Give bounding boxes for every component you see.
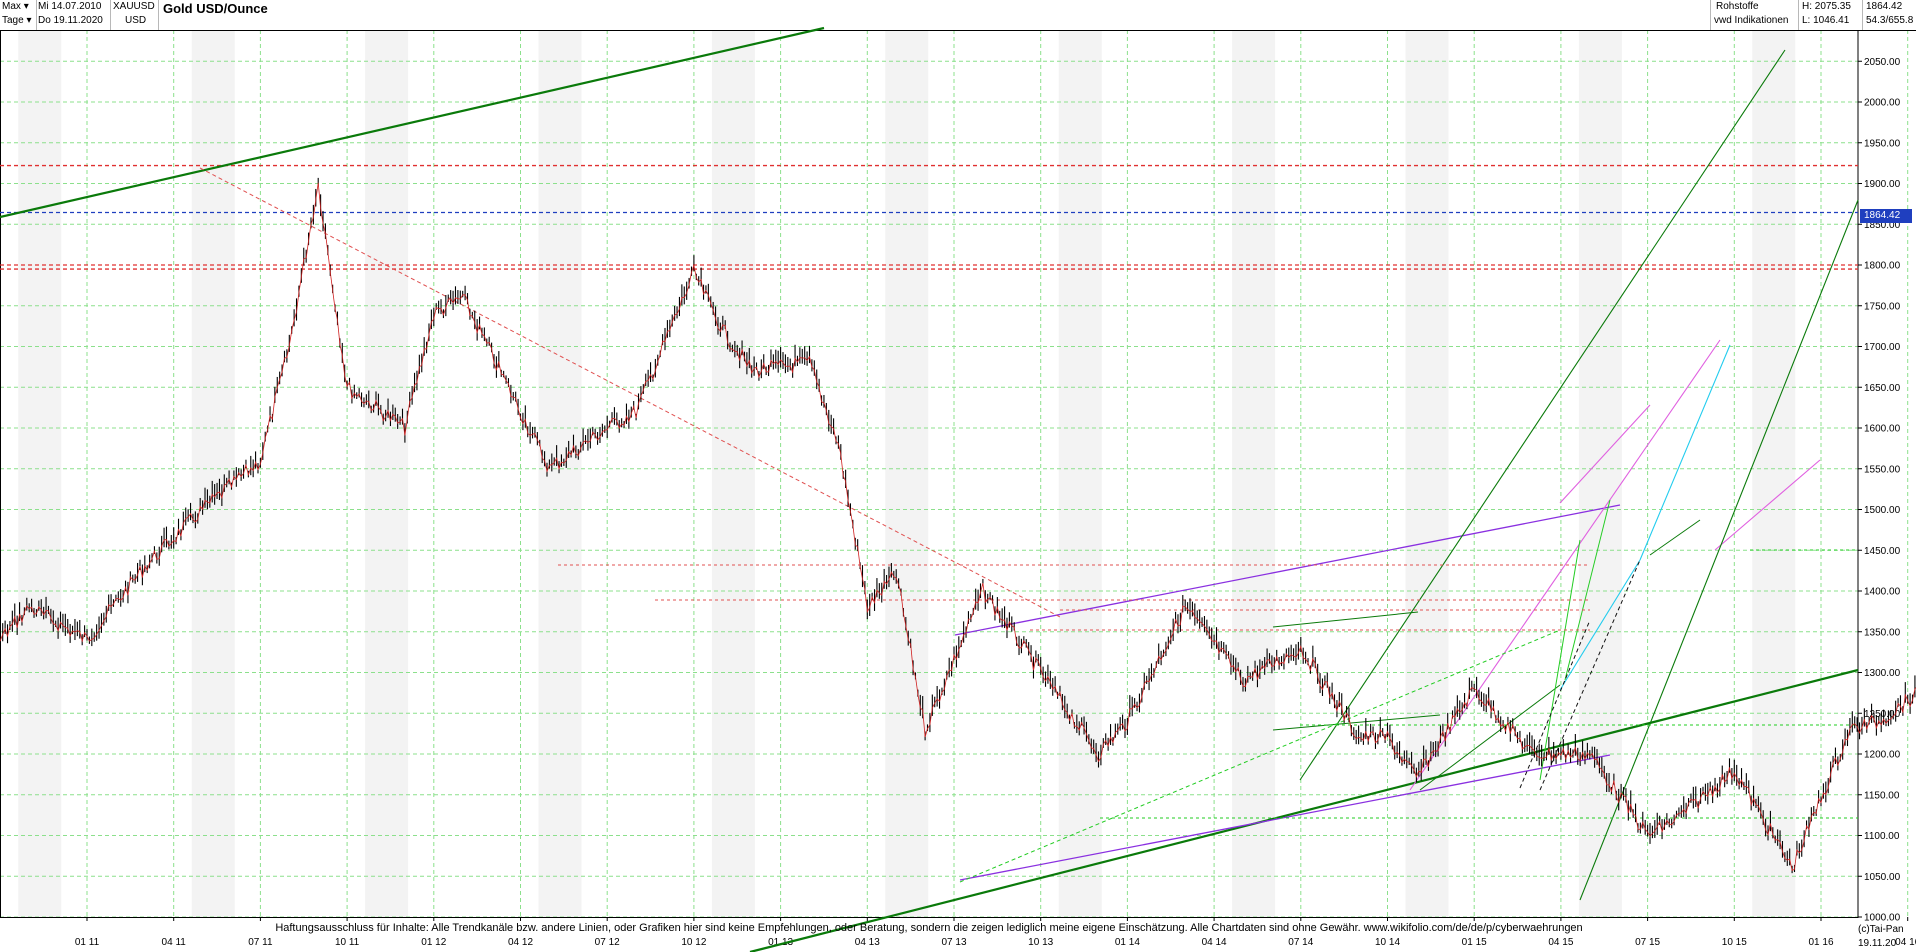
last-price-marker: 1864.42 — [1860, 209, 1912, 223]
last-info: 1864.42 54.3/655.8 — [1866, 0, 1913, 30]
end-date-label: 19.11.20 — [1858, 938, 1897, 949]
trend-line — [1539, 539, 1581, 781]
y-tick-label: 1400.00 — [1864, 587, 1901, 598]
trend-line — [1419, 684, 1561, 791]
page-title: Gold USD/Ounce — [163, 1, 268, 16]
trend-line — [954, 504, 1621, 636]
trend-line-dashed — [1519, 619, 1591, 789]
trend-line — [959, 754, 1611, 881]
x-tick-label: 10 12 — [681, 937, 706, 948]
background-bands — [18, 30, 1796, 917]
y-tick-label: 1250.00 — [1864, 709, 1901, 720]
x-axis: 01 11 04 11 07 11 10 11 01 12 04 12 07 12 10 12… — [75, 917, 1916, 948]
price-line — [0, 182, 1916, 871]
y-axis: 1000.00 1050.00 1100.00 1150.00 1200.00 1250.… — [1858, 57, 1901, 924]
x-tick-label: 07 11 — [248, 937, 273, 948]
trend-line-dashed — [199, 167, 1061, 618]
category: Rohstoffe — [1716, 1, 1759, 12]
trend-lines — [0, 26, 1859, 952]
y-tick-label: 1100.00 — [1864, 831, 1900, 842]
x-tick-label: 04 14 — [1202, 937, 1227, 948]
copyright: (c)Tai-Pan — [1858, 924, 1904, 935]
trend-line — [1559, 559, 1641, 691]
x-tick-label: 10 15 — [1722, 937, 1747, 948]
y-tick-label: 1550.00 — [1864, 464, 1901, 475]
price-series — [0, 177, 1916, 874]
x-tick-label: 01 13 — [768, 937, 793, 948]
y-tick-label: 2000.00 — [1864, 98, 1901, 109]
x-tick-label: 04 16 — [1895, 937, 1916, 948]
change-value: 54.3/655.8 — [1866, 15, 1914, 26]
currency: USD — [125, 15, 147, 26]
trend-line — [1564, 499, 1611, 681]
high-value: H: 2075.35 — [1802, 1, 1851, 12]
x-tick-label: 01 14 — [1115, 937, 1140, 948]
trend-line — [1649, 519, 1701, 556]
last-value: 1864.42 — [1866, 1, 1903, 12]
y-tick-label: 1450.00 — [1864, 546, 1901, 557]
x-tick-label: 01 11 — [75, 937, 100, 948]
y-tick-label: 1050.00 — [1864, 872, 1901, 883]
x-tick-label: 01 12 — [421, 937, 446, 948]
y-tick-label: 1350.00 — [1864, 627, 1901, 638]
end-date: Do 19.11.2020 — [38, 15, 103, 26]
y-tick-label: 2050.00 — [1864, 57, 1901, 68]
interval-select[interactable]: Tage — [2, 15, 24, 26]
symbol-code: XAUUSD — [113, 1, 155, 12]
y-tick-label: 1950.00 — [1864, 138, 1901, 149]
trend-line-dashed — [959, 629, 1561, 883]
chevron-down-icon[interactable]: ▾ — [26, 15, 32, 26]
y-tick-label: 1150.00 — [1864, 790, 1900, 801]
y-tick-label: 1200.00 — [1864, 750, 1901, 761]
trend-line — [1272, 714, 1441, 731]
y-tick-label: 1300.00 — [1864, 668, 1901, 679]
date-range: Mi 14.07.2010 Do 19.11.2020 — [38, 0, 103, 30]
trend-line — [0, 26, 825, 219]
trend-line — [1409, 339, 1721, 791]
x-tick-label: 04 13 — [855, 937, 880, 948]
trend-line — [1714, 459, 1821, 551]
range-selector[interactable]: Max ▾ Tage ▾ — [2, 0, 32, 30]
x-tick-label: 04 11 — [162, 937, 187, 948]
x-tick-label: 07 14 — [1288, 937, 1313, 948]
data-source: vwd Indikationen — [1714, 15, 1789, 26]
y-tick-label: 1750.00 — [1864, 301, 1901, 312]
x-tick-label: 01 16 — [1808, 937, 1833, 948]
trend-line — [1579, 199, 1859, 901]
y-tick-label: 1900.00 — [1864, 179, 1901, 190]
x-tick-label: 01 15 — [1462, 937, 1487, 948]
symbol-info: XAUUSD USD — [113, 0, 155, 30]
trend-line — [1272, 611, 1419, 628]
reference-lines — [0, 164, 1858, 270]
x-tick-label: 10 13 — [1028, 937, 1053, 948]
disclaimer-text: Haftungsausschluss für Inhalte: Alle Tre… — [275, 922, 1583, 934]
range-select[interactable]: Max — [2, 1, 21, 12]
trend-line — [749, 668, 1859, 952]
low-value: L: 1046.41 — [1802, 15, 1850, 26]
trend-line — [1299, 49, 1786, 781]
y-tick-label: 1600.00 — [1864, 424, 1901, 435]
x-tick-label: 07 15 — [1635, 937, 1660, 948]
y-tick-label: 1000.00 — [1864, 913, 1901, 924]
x-tick-label: 10 14 — [1375, 937, 1400, 948]
source-info: Rohstoffe vwd Indikationen — [1714, 0, 1798, 30]
x-tick-label: 04 12 — [508, 937, 533, 948]
y-tick-label: 1650.00 — [1864, 383, 1901, 394]
x-tick-label: 10 11 — [335, 937, 360, 948]
trend-line — [1639, 344, 1731, 561]
y-tick-label: 1850.00 — [1864, 220, 1901, 231]
y-tick-label: 1800.00 — [1864, 261, 1901, 272]
x-tick-label: 07 12 — [595, 937, 620, 948]
x-tick-label: 04 15 — [1548, 937, 1573, 948]
start-date: Mi 14.07.2010 — [38, 1, 102, 12]
y-tick-label: 1700.00 — [1864, 342, 1901, 353]
trend-line — [1559, 404, 1651, 504]
high-low-info: H: 2075.35 L: 1046.41 — [1802, 0, 1851, 30]
y-tick-label: 1500.00 — [1864, 505, 1901, 516]
chevron-down-icon[interactable]: ▾ — [23, 1, 29, 12]
x-tick-label: 07 13 — [941, 937, 966, 948]
